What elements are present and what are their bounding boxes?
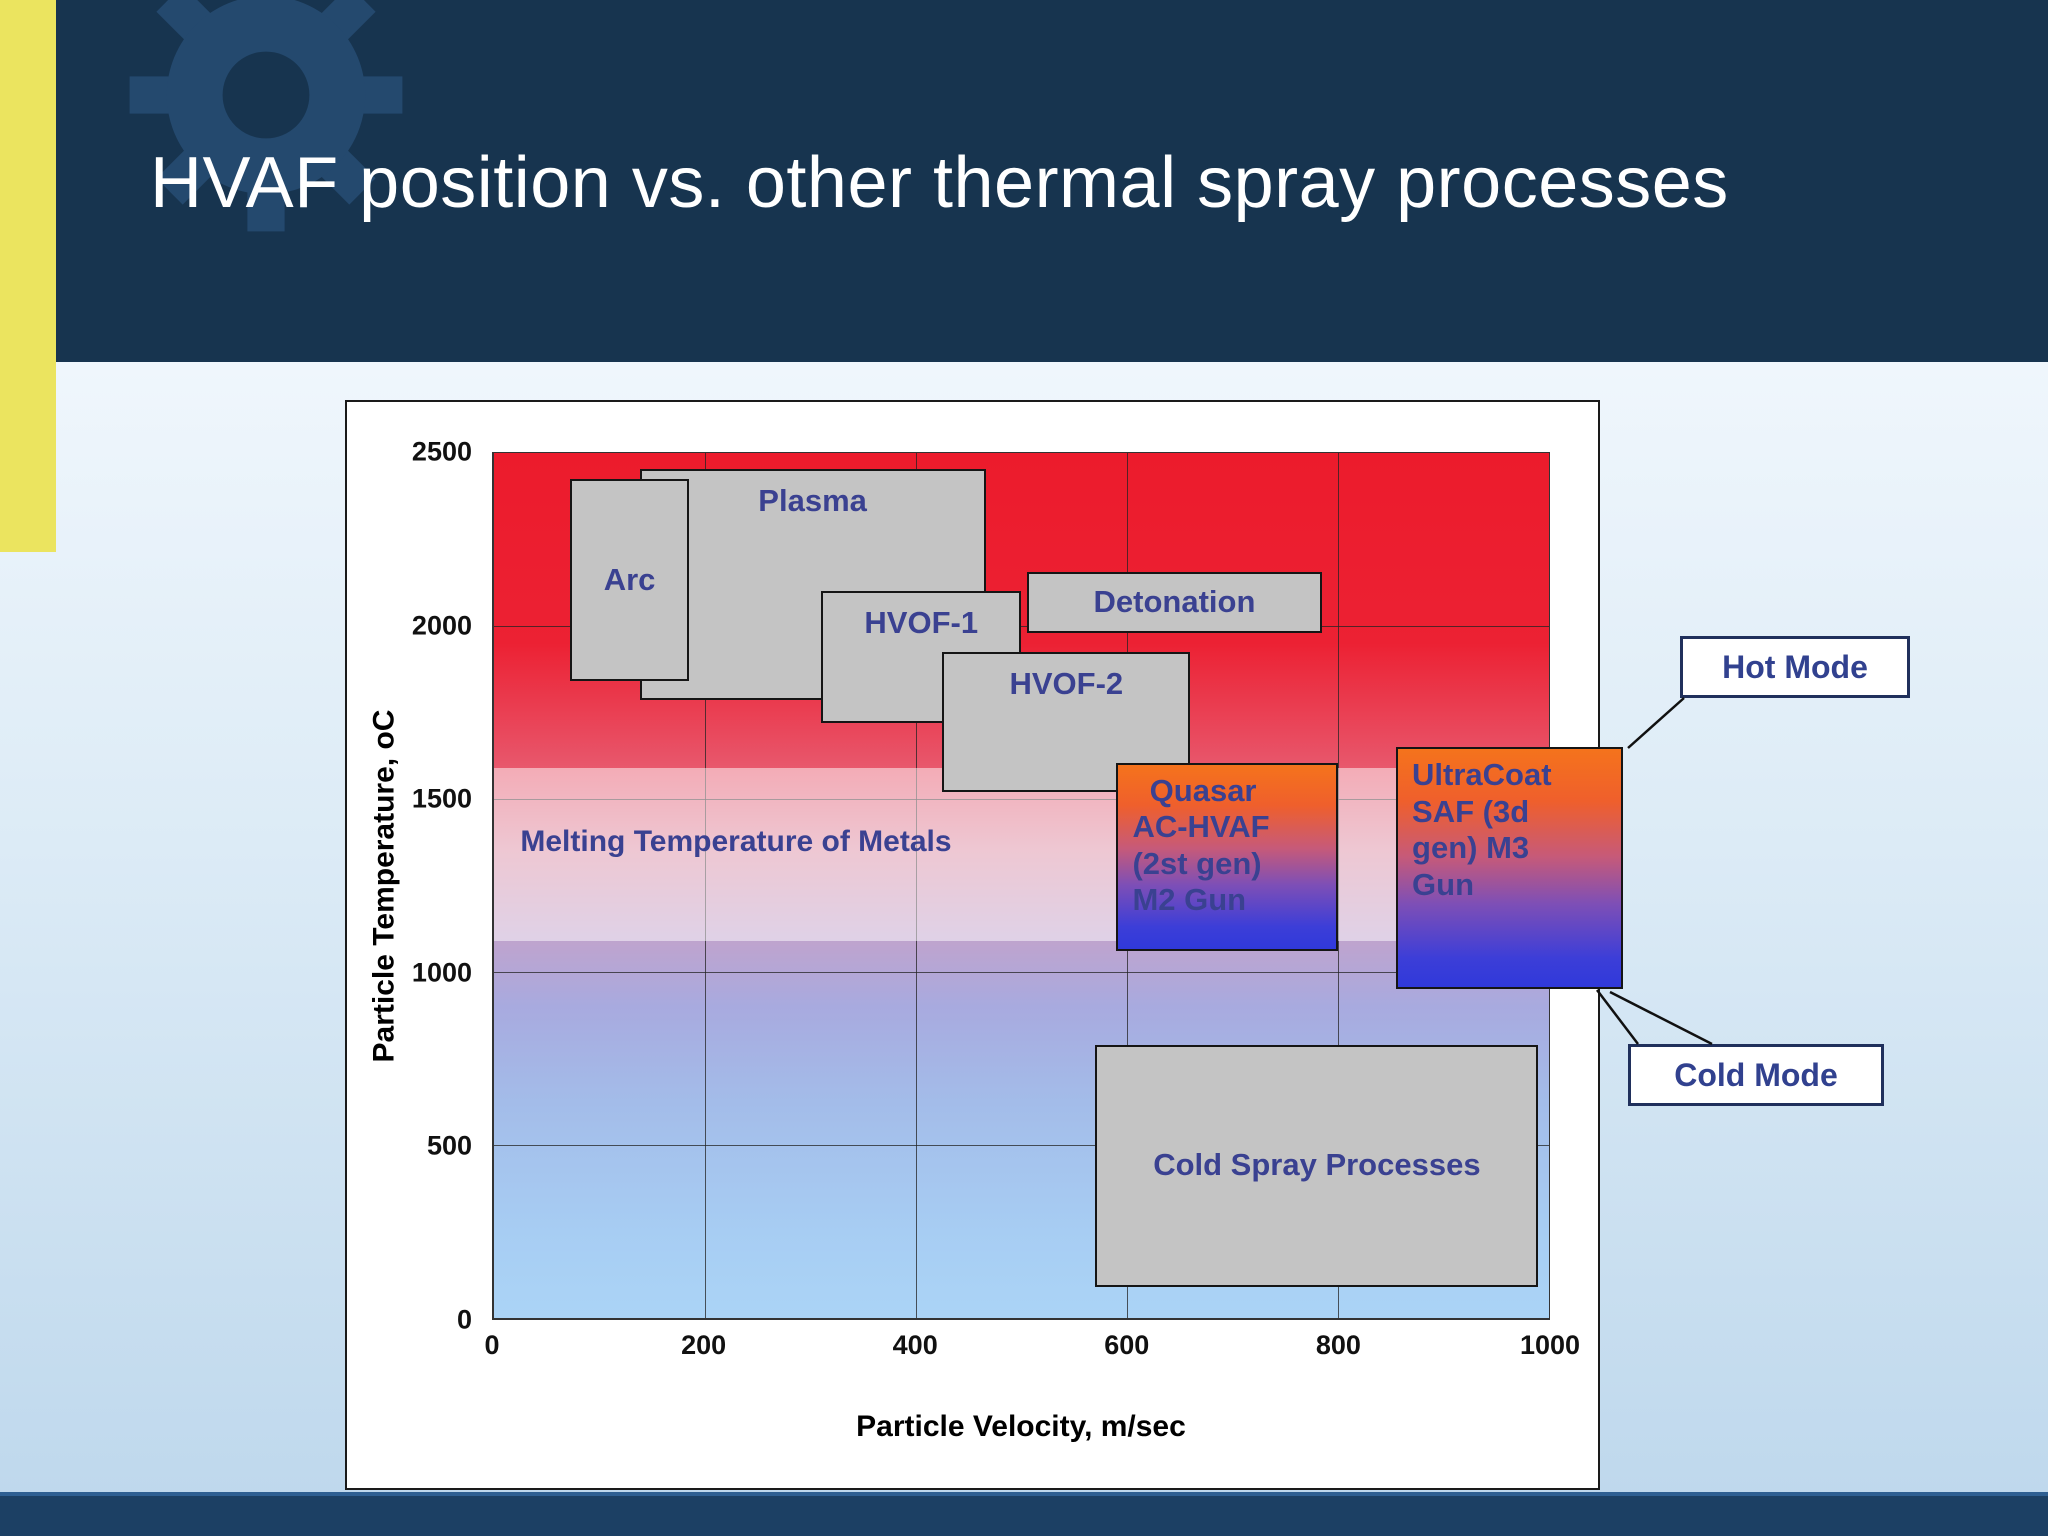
process-box-label: UltraCoat SAF (3d gen) M3 Gun [1412, 757, 1552, 902]
x-axis-title: Particle Velocity, m/sec [856, 1410, 1186, 1443]
slide-title: HVAF position vs. other thermal spray pr… [150, 143, 1729, 223]
y-tick-label: 500 [426, 1130, 472, 1161]
melting-band [494, 767, 1549, 941]
melting-band-label: Melting Temperature of Metals [520, 825, 952, 859]
x-tick-label: 600 [1104, 1330, 1150, 1360]
process-box-quasar-ac-hvaf: Quasar AC-HVAF (2st gen) M2 Gun [1116, 762, 1338, 952]
accent-stripe-yellow [0, 0, 56, 552]
chart-card: Particle Temperature, oC Melting Tempera… [345, 400, 1623, 1490]
process-box-label: Quasar AC-HVAF (2st gen) M2 Gun [1132, 772, 1270, 918]
cold-mode-callout: Cold Mode [1628, 1044, 1884, 1106]
x-tick-label: 800 [1315, 1330, 1361, 1360]
gear-icon [129, 0, 403, 232]
y-axis-ticks: 0 500 1000 1500 2000 2500 [377, 437, 482, 1335]
process-box-ultracoat-saf: UltraCoat SAF (3d gen) M3 Gun [1396, 747, 1623, 990]
x-tick-label: 0 [484, 1330, 500, 1360]
gridline-horizontal [494, 626, 1549, 627]
y-tick-label: 2500 [411, 436, 472, 467]
process-box-cold-spray: Cold Spray Processes [1095, 1044, 1539, 1287]
x-axis-ticks: 0 200 400 600 800 1000 [484, 1324, 1580, 1366]
x-tick-label: 400 [892, 1330, 938, 1360]
bottom-bar [0, 1492, 2048, 1536]
plot-area: Melting Temperature of Metals Plasma Arc HV… [492, 452, 1623, 1320]
gridline-horizontal [494, 1145, 1549, 1146]
slide-header: HVAF position vs. other thermal spray pr… [56, 0, 2048, 362]
process-box-detonation: Detonation [1026, 572, 1323, 633]
x-tick-label: 200 [681, 1330, 727, 1360]
process-box-label: Cold Spray Processes [1153, 1147, 1481, 1183]
process-box-label: HVOF-2 [1009, 665, 1124, 701]
hot-mode-callout: Hot Mode [1680, 636, 1910, 698]
process-box-label: Plasma [758, 482, 867, 518]
y-tick-label: 0 [456, 1304, 472, 1335]
process-box-arc: Arc [569, 478, 690, 682]
y-tick-label: 1000 [411, 957, 472, 988]
y-tick-label: 2000 [411, 610, 472, 641]
process-box-label: Arc [603, 561, 656, 597]
gridline-horizontal [494, 972, 1549, 973]
x-tick-label: 1000 [1519, 1330, 1581, 1360]
y-tick-label: 1500 [411, 783, 472, 814]
process-box-label: Detonation [1093, 584, 1256, 620]
process-box-label: HVOF-1 [864, 605, 979, 641]
